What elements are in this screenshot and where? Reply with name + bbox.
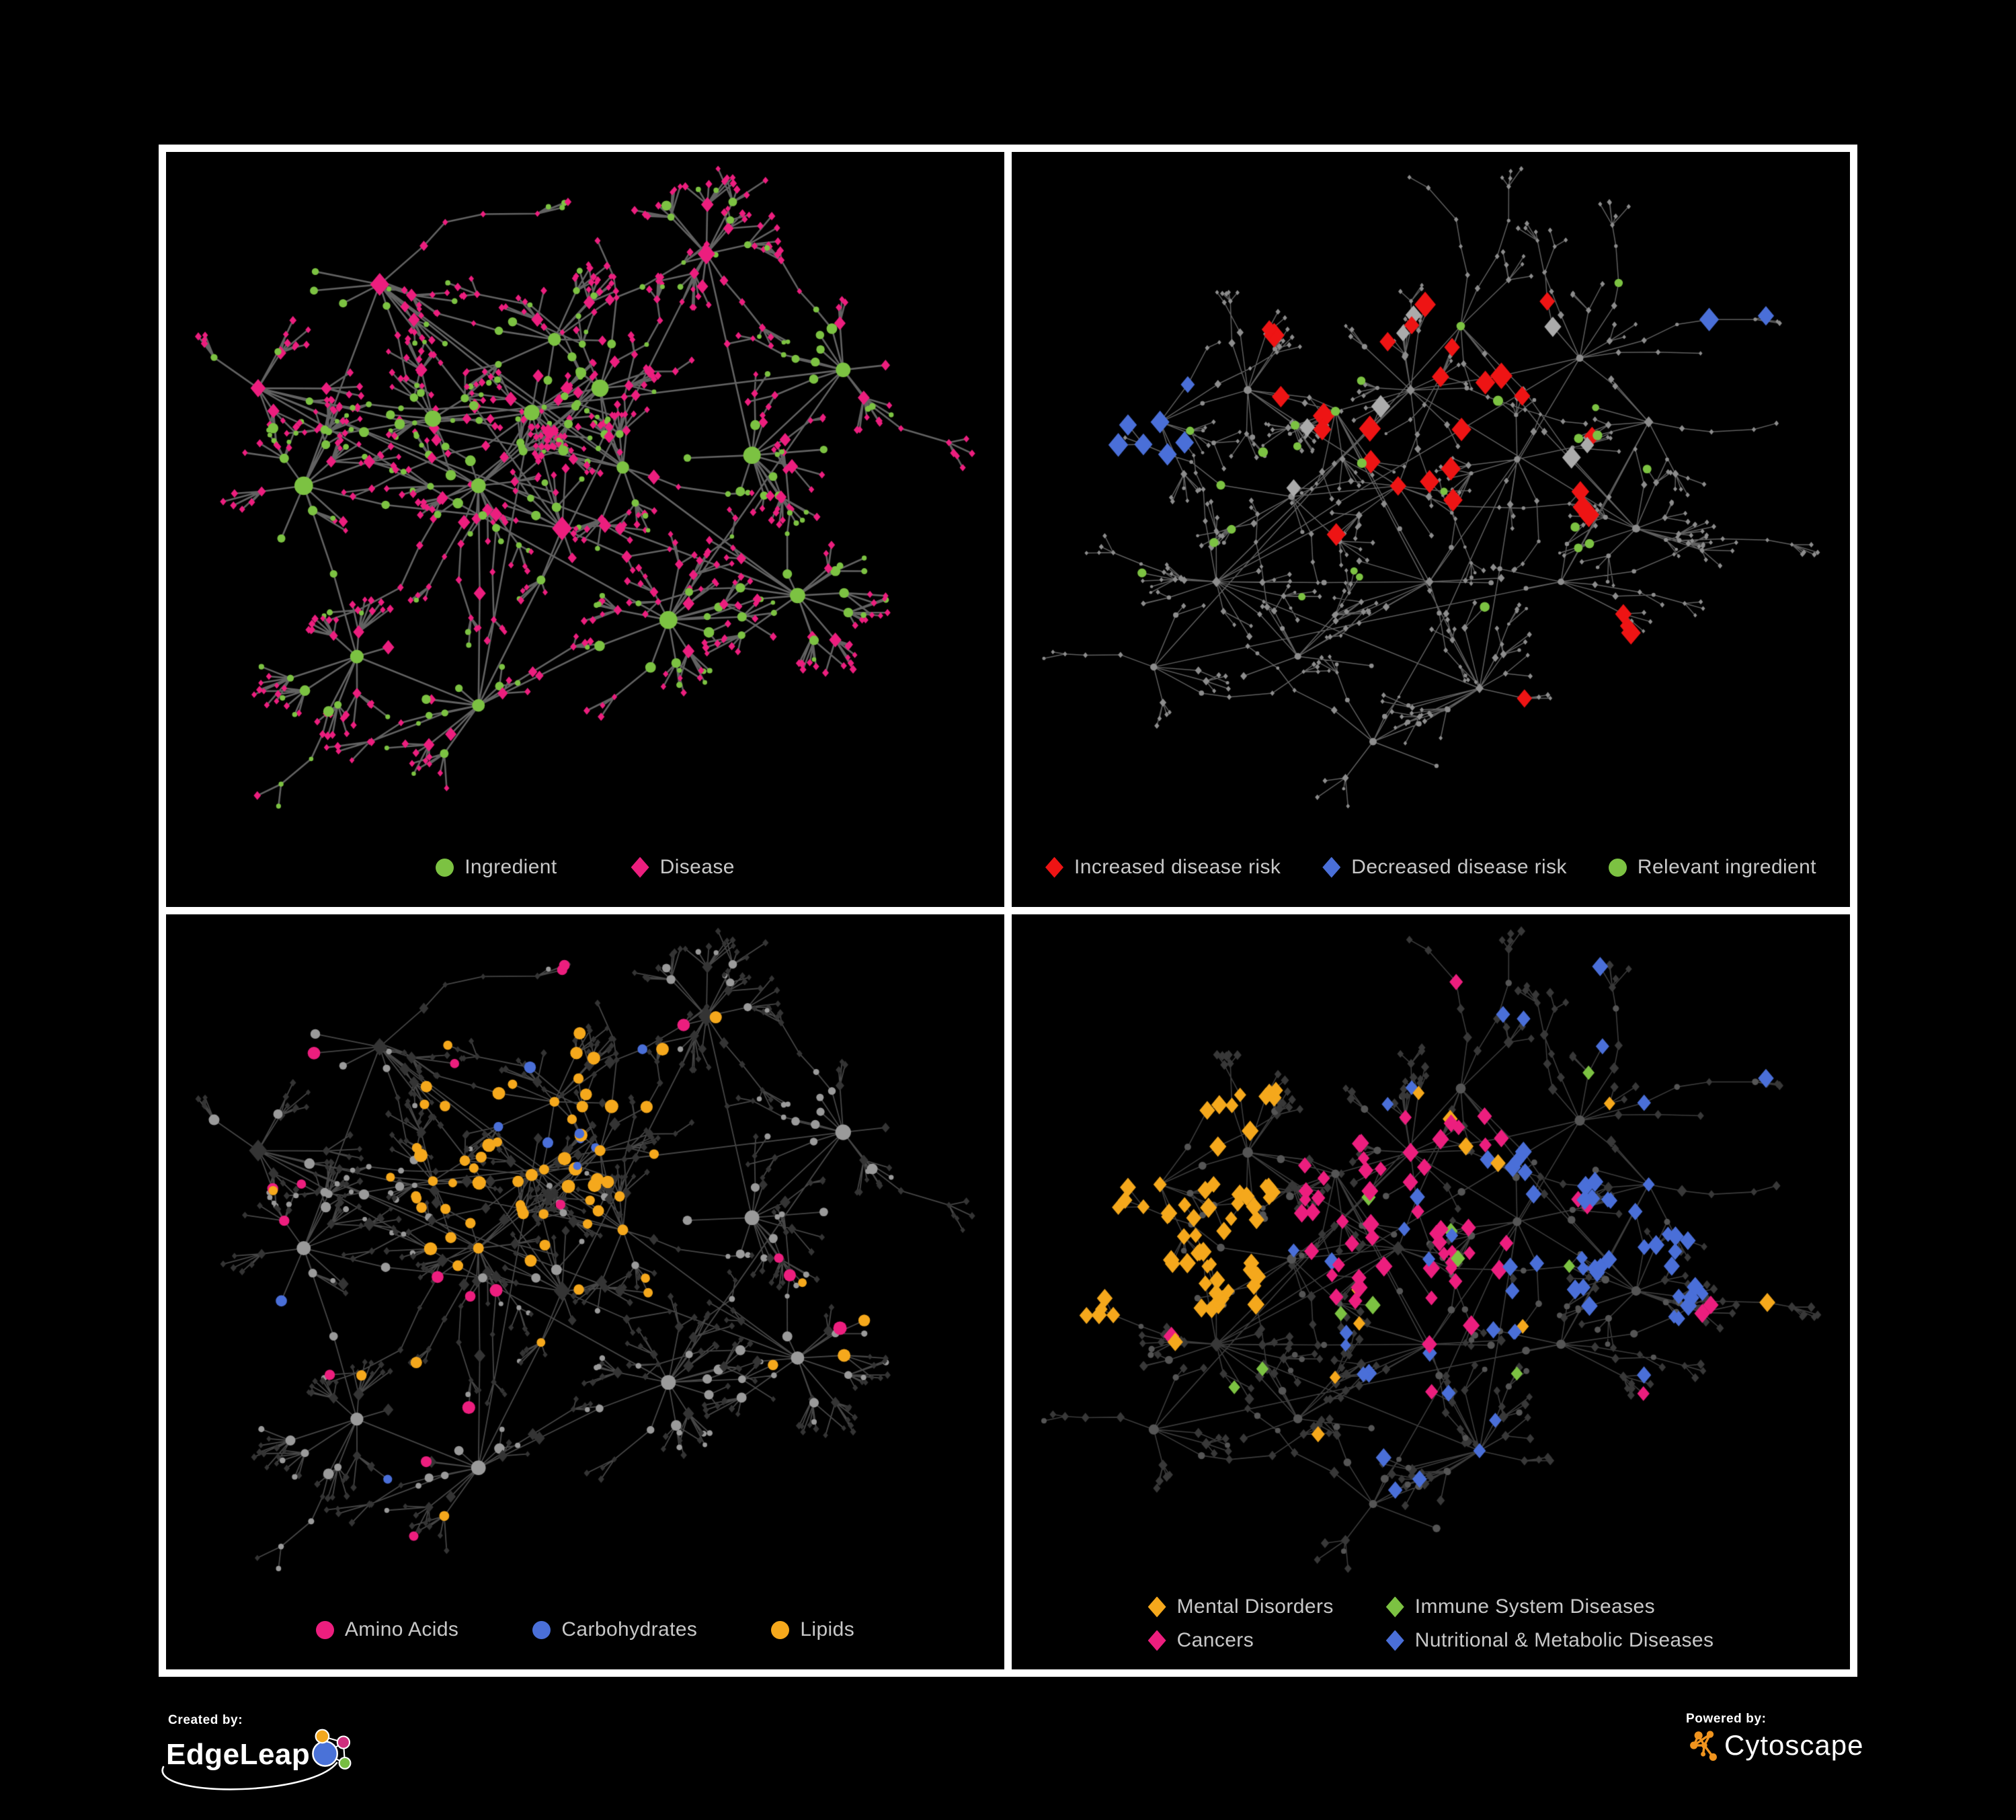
amino-acids-marker	[315, 1620, 334, 1639]
disease-categories-network	[1012, 914, 1850, 1669]
legend-item-disease: Disease	[631, 856, 735, 879]
legend-item-cancers: Cancers	[1147, 1629, 1334, 1652]
legend-label: Immune System Diseases	[1414, 1595, 1655, 1618]
nutritional-metabolic-diseases-marker	[1385, 1630, 1404, 1651]
disease-risk-legend: Increased disease risk Decreased disease…	[1012, 856, 1850, 879]
relevant-ingredient-marker	[1608, 858, 1627, 877]
immune-system-diseases-marker	[1385, 1596, 1404, 1618]
panel-macronutrients: Amino Acids Carbohydrates Lipids	[166, 914, 1004, 1669]
lipids-marker	[771, 1620, 790, 1639]
cytoscape-wordmark: Cytoscape	[1724, 1729, 1864, 1761]
legend-item-ingredient: Ingredient	[436, 856, 557, 879]
legend-label: Decreased disease risk	[1351, 856, 1567, 878]
legend-label: Ingredient	[465, 856, 557, 878]
edgeleap-magenta-node	[337, 1735, 351, 1749]
legend-label: Mental Disorders	[1176, 1595, 1334, 1618]
edgeleap-wordmark: EdgeLeap	[166, 1737, 311, 1771]
legend-label: Nutritional & Metabolic Diseases	[1414, 1629, 1714, 1651]
carbohydrates-marker	[532, 1620, 551, 1639]
cytoscape-icon-nodes	[1690, 1731, 1717, 1761]
powered-by-label: Powered by:	[1686, 1712, 1767, 1726]
legend-label: Amino Acids	[344, 1618, 459, 1640]
decreased-risk-marker	[1322, 857, 1341, 878]
macronutrients-network	[166, 914, 1004, 1669]
legend-label: Relevant ingredient	[1637, 856, 1816, 878]
legend-label: Carbohydrates	[561, 1618, 698, 1640]
panel-disease-categories: Mental Disorders Immune System Diseases …	[1012, 914, 1850, 1669]
panel-ingredient-disease: Ingredient Disease	[166, 152, 1004, 907]
legend-item-lipids: Lipids	[771, 1618, 854, 1641]
legend-item-amino-acids: Amino Acids	[315, 1618, 459, 1641]
legend-item-mental-disorders: Mental Disorders	[1147, 1595, 1334, 1618]
edgeleap-blue-node	[312, 1740, 339, 1767]
increased-risk-marker	[1045, 857, 1063, 878]
disease-risk-network	[1012, 152, 1850, 907]
cancers-marker	[1147, 1630, 1166, 1651]
legend-label: Cancers	[1176, 1629, 1254, 1651]
legend-label: Increased disease risk	[1074, 856, 1281, 878]
disease-marker	[631, 857, 649, 878]
edgeleap-orange-node	[315, 1729, 330, 1744]
legend-item-nutritional-metabolic-diseases: Nutritional & Metabolic Diseases	[1385, 1629, 1714, 1652]
disease-categories-legend: Mental Disorders Immune System Diseases …	[1012, 1595, 1850, 1652]
legend-item-carbohydrates: Carbohydrates	[532, 1618, 697, 1641]
created-by-label: Created by:	[168, 1713, 243, 1727]
macronutrients-legend: Amino Acids Carbohydrates Lipids	[166, 1618, 1004, 1641]
panel-grid: Ingredient Disease Increased disease ris…	[159, 145, 1857, 1677]
legend-item-relevant-ingredient: Relevant ingredient	[1608, 856, 1816, 879]
ingredient-disease-legend: Ingredient Disease	[166, 856, 1004, 879]
edgeleap-logo: Created by: EdgeLeap	[161, 1713, 364, 1790]
legend-item-immune-system-diseases: Immune System Diseases	[1385, 1595, 1714, 1618]
mental-disorders-marker	[1147, 1596, 1166, 1618]
edgeleap-network-icon	[312, 1729, 352, 1770]
ingredient-disease-network	[166, 152, 1004, 907]
legend-item-increased-risk: Increased disease risk	[1045, 856, 1281, 879]
edgeleap-green-node	[338, 1756, 352, 1770]
legend-label: Lipids	[800, 1618, 855, 1640]
ingredient-marker	[436, 858, 454, 877]
panel-disease-risk: Increased disease risk Decreased disease…	[1012, 152, 1850, 907]
cytoscape-logo: Powered by: Cytoscape	[1684, 1712, 1863, 1764]
cytoscape-network-icon	[1690, 1731, 1717, 1761]
legend-item-decreased-risk: Decreased disease risk	[1322, 856, 1567, 879]
legend-label: Disease	[659, 856, 735, 878]
